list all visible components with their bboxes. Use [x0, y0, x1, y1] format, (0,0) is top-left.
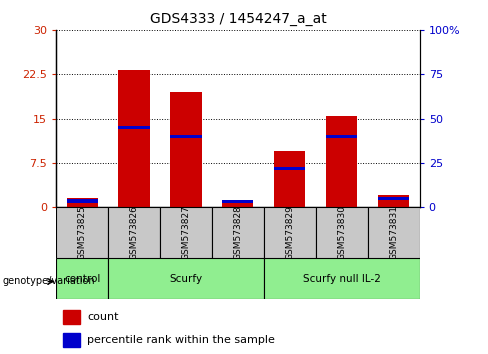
Bar [264, 207, 316, 258]
Bar [63, 333, 80, 347]
Text: GSM573826: GSM573826 [129, 205, 139, 260]
Bar [378, 195, 409, 207]
Text: GSM573825: GSM573825 [78, 205, 86, 260]
Bar [326, 135, 357, 138]
Bar [326, 116, 357, 207]
Bar [119, 126, 150, 129]
Bar [170, 135, 202, 138]
Bar [170, 92, 202, 207]
Bar [56, 258, 108, 299]
Bar [66, 198, 98, 207]
Bar [378, 196, 409, 200]
Bar [264, 258, 420, 299]
Bar [108, 207, 160, 258]
Text: Scurfy null IL-2: Scurfy null IL-2 [303, 274, 381, 284]
Bar [368, 207, 420, 258]
Bar [66, 199, 98, 202]
Text: GSM573828: GSM573828 [233, 205, 243, 260]
Text: percentile rank within the sample: percentile rank within the sample [87, 335, 275, 345]
Bar [274, 151, 305, 207]
Text: count: count [87, 312, 119, 322]
Bar [108, 258, 264, 299]
Bar [212, 207, 264, 258]
Bar [316, 207, 368, 258]
Bar [274, 166, 305, 170]
Text: genotype/variation: genotype/variation [2, 276, 95, 286]
Bar [223, 201, 253, 207]
Text: GSM573829: GSM573829 [285, 205, 294, 260]
Bar [160, 207, 212, 258]
Bar [56, 207, 108, 258]
Title: GDS4333 / 1454247_a_at: GDS4333 / 1454247_a_at [149, 12, 326, 26]
Text: GSM573830: GSM573830 [337, 205, 346, 260]
Text: GSM573827: GSM573827 [182, 205, 190, 260]
Text: GSM573831: GSM573831 [389, 205, 398, 260]
Bar [63, 310, 80, 324]
Bar [119, 70, 150, 207]
Bar [223, 200, 253, 204]
Text: Scurfy: Scurfy [169, 274, 203, 284]
Text: control: control [64, 274, 100, 284]
